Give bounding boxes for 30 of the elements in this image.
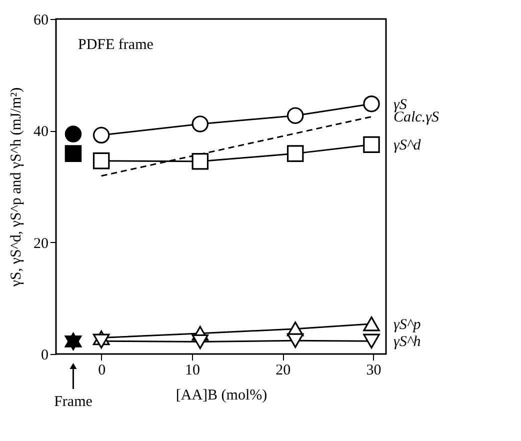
y-axis-title: γS, γS^d, γS^p and γS^h (mJ/m²): [8, 87, 24, 288]
point: [363, 334, 380, 349]
point: [64, 145, 82, 162]
x-tick-label: 0: [98, 362, 106, 378]
y-tick-label: 60: [34, 12, 48, 28]
series-label: γS^d: [393, 138, 422, 154]
text: Frame: [54, 394, 93, 410]
point: [286, 145, 304, 162]
y-tick-label: 40: [34, 124, 48, 140]
x-axis-title: [AA]B (mol%): [176, 388, 268, 404]
point: [192, 152, 209, 170]
series-label: γS^p: [393, 316, 422, 333]
point: [363, 96, 380, 112]
point: [92, 152, 110, 170]
point: [286, 333, 304, 348]
point: [92, 126, 110, 144]
point: [92, 334, 110, 349]
x-tick-label: 20: [276, 362, 291, 378]
x-tick-label: 30: [366, 362, 382, 378]
point: [286, 107, 304, 124]
annotation: PDFE frame: [78, 37, 154, 53]
point: [192, 334, 209, 350]
point: [363, 316, 380, 332]
point: [64, 126, 82, 142]
point: [192, 116, 209, 132]
y-tick-label: 20: [34, 236, 48, 252]
point: [363, 136, 380, 154]
y-tick-label: 0: [41, 348, 48, 364]
x-tick-label: 10: [184, 362, 200, 378]
series-label: γS^h: [393, 334, 421, 350]
